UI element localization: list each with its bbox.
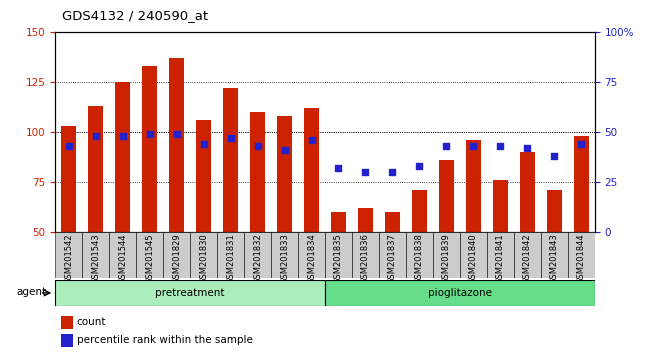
- Point: [360, 169, 370, 175]
- Text: GSM201836: GSM201836: [361, 233, 370, 284]
- Text: GSM201835: GSM201835: [334, 233, 343, 284]
- Point: [441, 143, 452, 149]
- Bar: [136, 232, 163, 278]
- Bar: [142, 66, 157, 232]
- Text: GSM201840: GSM201840: [469, 233, 478, 284]
- Text: GSM201829: GSM201829: [172, 233, 181, 284]
- Text: agent: agent: [17, 287, 47, 297]
- Bar: [304, 108, 319, 232]
- Bar: [325, 280, 595, 306]
- Point: [414, 163, 424, 169]
- Bar: [196, 120, 211, 232]
- Point: [226, 135, 236, 141]
- Bar: [466, 140, 481, 232]
- Bar: [169, 58, 184, 232]
- Bar: [60, 316, 73, 329]
- Text: GSM201837: GSM201837: [388, 233, 397, 284]
- Bar: [487, 232, 514, 278]
- Bar: [217, 232, 244, 278]
- Bar: [439, 160, 454, 232]
- Bar: [514, 232, 541, 278]
- Text: GSM201833: GSM201833: [280, 233, 289, 284]
- Bar: [433, 232, 460, 278]
- Text: count: count: [77, 318, 107, 327]
- Bar: [115, 82, 130, 232]
- Bar: [412, 190, 427, 232]
- Bar: [277, 116, 292, 232]
- Bar: [574, 136, 589, 232]
- Text: GSM201543: GSM201543: [91, 233, 100, 284]
- Bar: [55, 232, 83, 278]
- Text: GSM201542: GSM201542: [64, 233, 73, 284]
- Bar: [60, 334, 73, 347]
- Text: percentile rank within the sample: percentile rank within the sample: [77, 335, 253, 346]
- Bar: [379, 232, 406, 278]
- Point: [198, 141, 209, 147]
- Point: [495, 143, 506, 149]
- Text: GSM201844: GSM201844: [577, 233, 586, 284]
- Bar: [493, 180, 508, 232]
- Bar: [55, 280, 325, 306]
- Text: GSM201841: GSM201841: [496, 233, 505, 284]
- Bar: [541, 232, 568, 278]
- Bar: [271, 232, 298, 278]
- Point: [118, 133, 128, 139]
- Bar: [568, 232, 595, 278]
- Text: pioglitazone: pioglitazone: [428, 288, 492, 298]
- Bar: [325, 232, 352, 278]
- Point: [64, 143, 74, 149]
- Bar: [352, 232, 379, 278]
- Bar: [547, 190, 562, 232]
- Bar: [331, 212, 346, 232]
- Point: [549, 153, 560, 159]
- Bar: [460, 232, 487, 278]
- Point: [144, 131, 155, 137]
- Bar: [385, 212, 400, 232]
- Text: GSM201545: GSM201545: [145, 233, 154, 284]
- Text: GSM201834: GSM201834: [307, 233, 316, 284]
- Text: GSM201839: GSM201839: [442, 233, 451, 284]
- Text: GSM201831: GSM201831: [226, 233, 235, 284]
- Point: [252, 143, 263, 149]
- Bar: [298, 232, 325, 278]
- Point: [280, 147, 290, 153]
- Point: [576, 141, 586, 147]
- Bar: [61, 126, 76, 232]
- Text: GSM201830: GSM201830: [199, 233, 208, 284]
- Text: GSM201544: GSM201544: [118, 233, 127, 284]
- Bar: [406, 232, 433, 278]
- Point: [306, 137, 317, 143]
- Point: [468, 143, 478, 149]
- Point: [90, 133, 101, 139]
- Bar: [250, 112, 265, 232]
- Text: GDS4132 / 240590_at: GDS4132 / 240590_at: [62, 9, 208, 22]
- Text: pretreatment: pretreatment: [155, 288, 225, 298]
- Bar: [244, 232, 271, 278]
- Text: GSM201832: GSM201832: [253, 233, 262, 284]
- Bar: [82, 232, 109, 278]
- Point: [172, 131, 182, 137]
- Bar: [190, 232, 217, 278]
- Text: GSM201838: GSM201838: [415, 233, 424, 284]
- Point: [387, 169, 398, 175]
- Text: GSM201842: GSM201842: [523, 233, 532, 284]
- Bar: [223, 88, 238, 232]
- Point: [522, 145, 532, 151]
- Bar: [88, 106, 103, 232]
- Bar: [163, 232, 190, 278]
- Text: GSM201843: GSM201843: [550, 233, 559, 284]
- Bar: [358, 208, 373, 232]
- Bar: [109, 232, 136, 278]
- Point: [333, 165, 344, 171]
- Bar: [520, 152, 535, 232]
